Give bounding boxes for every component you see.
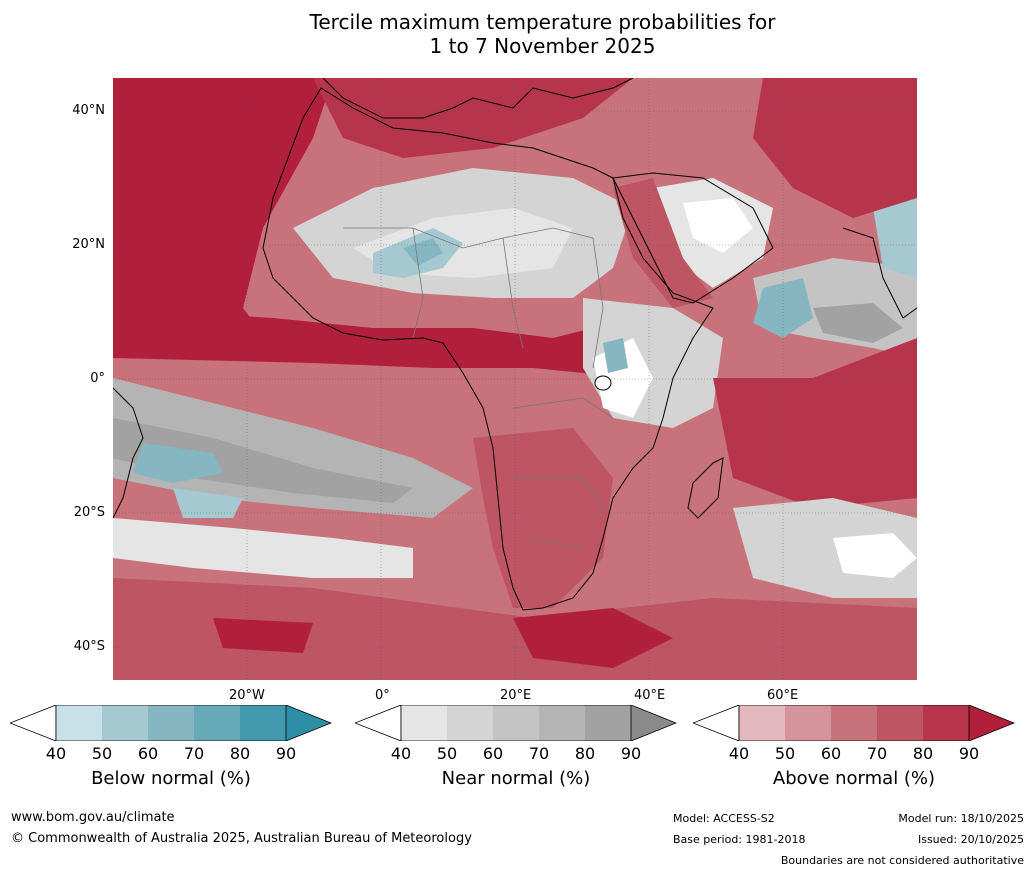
lat-label-20s: 20°S (73, 505, 105, 520)
lat-label-20n: 20°N (72, 237, 105, 252)
below-tick-70: 70 (183, 744, 205, 763)
copyright-text: © Commonwealth of Australia 2025, Austra… (11, 831, 472, 846)
map-title: Tercile maximum temperature probabilitie… (0, 10, 1035, 58)
below-normal-label: Below normal (%) (91, 768, 251, 789)
title-line-2: 1 to 7 November 2025 (429, 34, 656, 58)
disclaimer-text: Boundaries are not considered authoritat… (780, 854, 1024, 867)
near-tick-40: 40 (390, 744, 412, 763)
above-normal-label: Above normal (%) (772, 768, 936, 789)
near-tick-60: 60 (482, 744, 504, 763)
probability-map (113, 78, 917, 680)
near-normal-label: Near normal (%) (441, 768, 591, 789)
below-tick-50: 50 (91, 744, 113, 763)
colorbar-near-normal-bar (353, 704, 678, 742)
near-tick-70: 70 (528, 744, 550, 763)
colorbar-below-normal-bar (8, 704, 333, 742)
above-tick-70: 70 (866, 744, 888, 763)
near-tick-90: 90 (620, 744, 642, 763)
above-tick-40: 40 (728, 744, 750, 763)
below-tick-60: 60 (137, 744, 159, 763)
lat-label-0: 0° (90, 371, 105, 386)
lon-label-20e: 20°E (500, 688, 532, 703)
above-tick-90: 90 (958, 744, 980, 763)
model-run-text: Model run: 18/10/2025 (898, 812, 1024, 825)
below-tick-40: 40 (45, 744, 67, 763)
above-tick-60: 60 (820, 744, 842, 763)
near-tick-80: 80 (574, 744, 596, 763)
title-line-1: Tercile maximum temperature probabilitie… (309, 10, 776, 34)
base-period-text: Base period: 1981-2018 (673, 833, 806, 846)
lat-label-40s: 40°S (73, 639, 105, 654)
lon-label-20w: 20°W (229, 688, 265, 703)
model-text: Model: ACCESS-S2 (673, 812, 775, 825)
above-tick-50: 50 (774, 744, 796, 763)
lon-label-0: 0° (375, 688, 390, 703)
colorbar-above-normal-bar (691, 704, 1016, 742)
website-link[interactable]: www.bom.gov.au/climate (11, 810, 175, 825)
colorbar-above-normal (691, 704, 1016, 745)
above-tick-80: 80 (912, 744, 934, 763)
lat-label-40n: 40°N (72, 103, 105, 118)
issued-text: Issued: 20/10/2025 (917, 833, 1024, 846)
colorbar-below-normal (8, 704, 333, 745)
lon-label-60e: 60°E (767, 688, 799, 703)
colorbar-near-normal (353, 704, 678, 745)
below-tick-80: 80 (229, 744, 251, 763)
near-tick-50: 50 (436, 744, 458, 763)
below-tick-90: 90 (275, 744, 297, 763)
lon-label-40e: 40°E (634, 688, 666, 703)
